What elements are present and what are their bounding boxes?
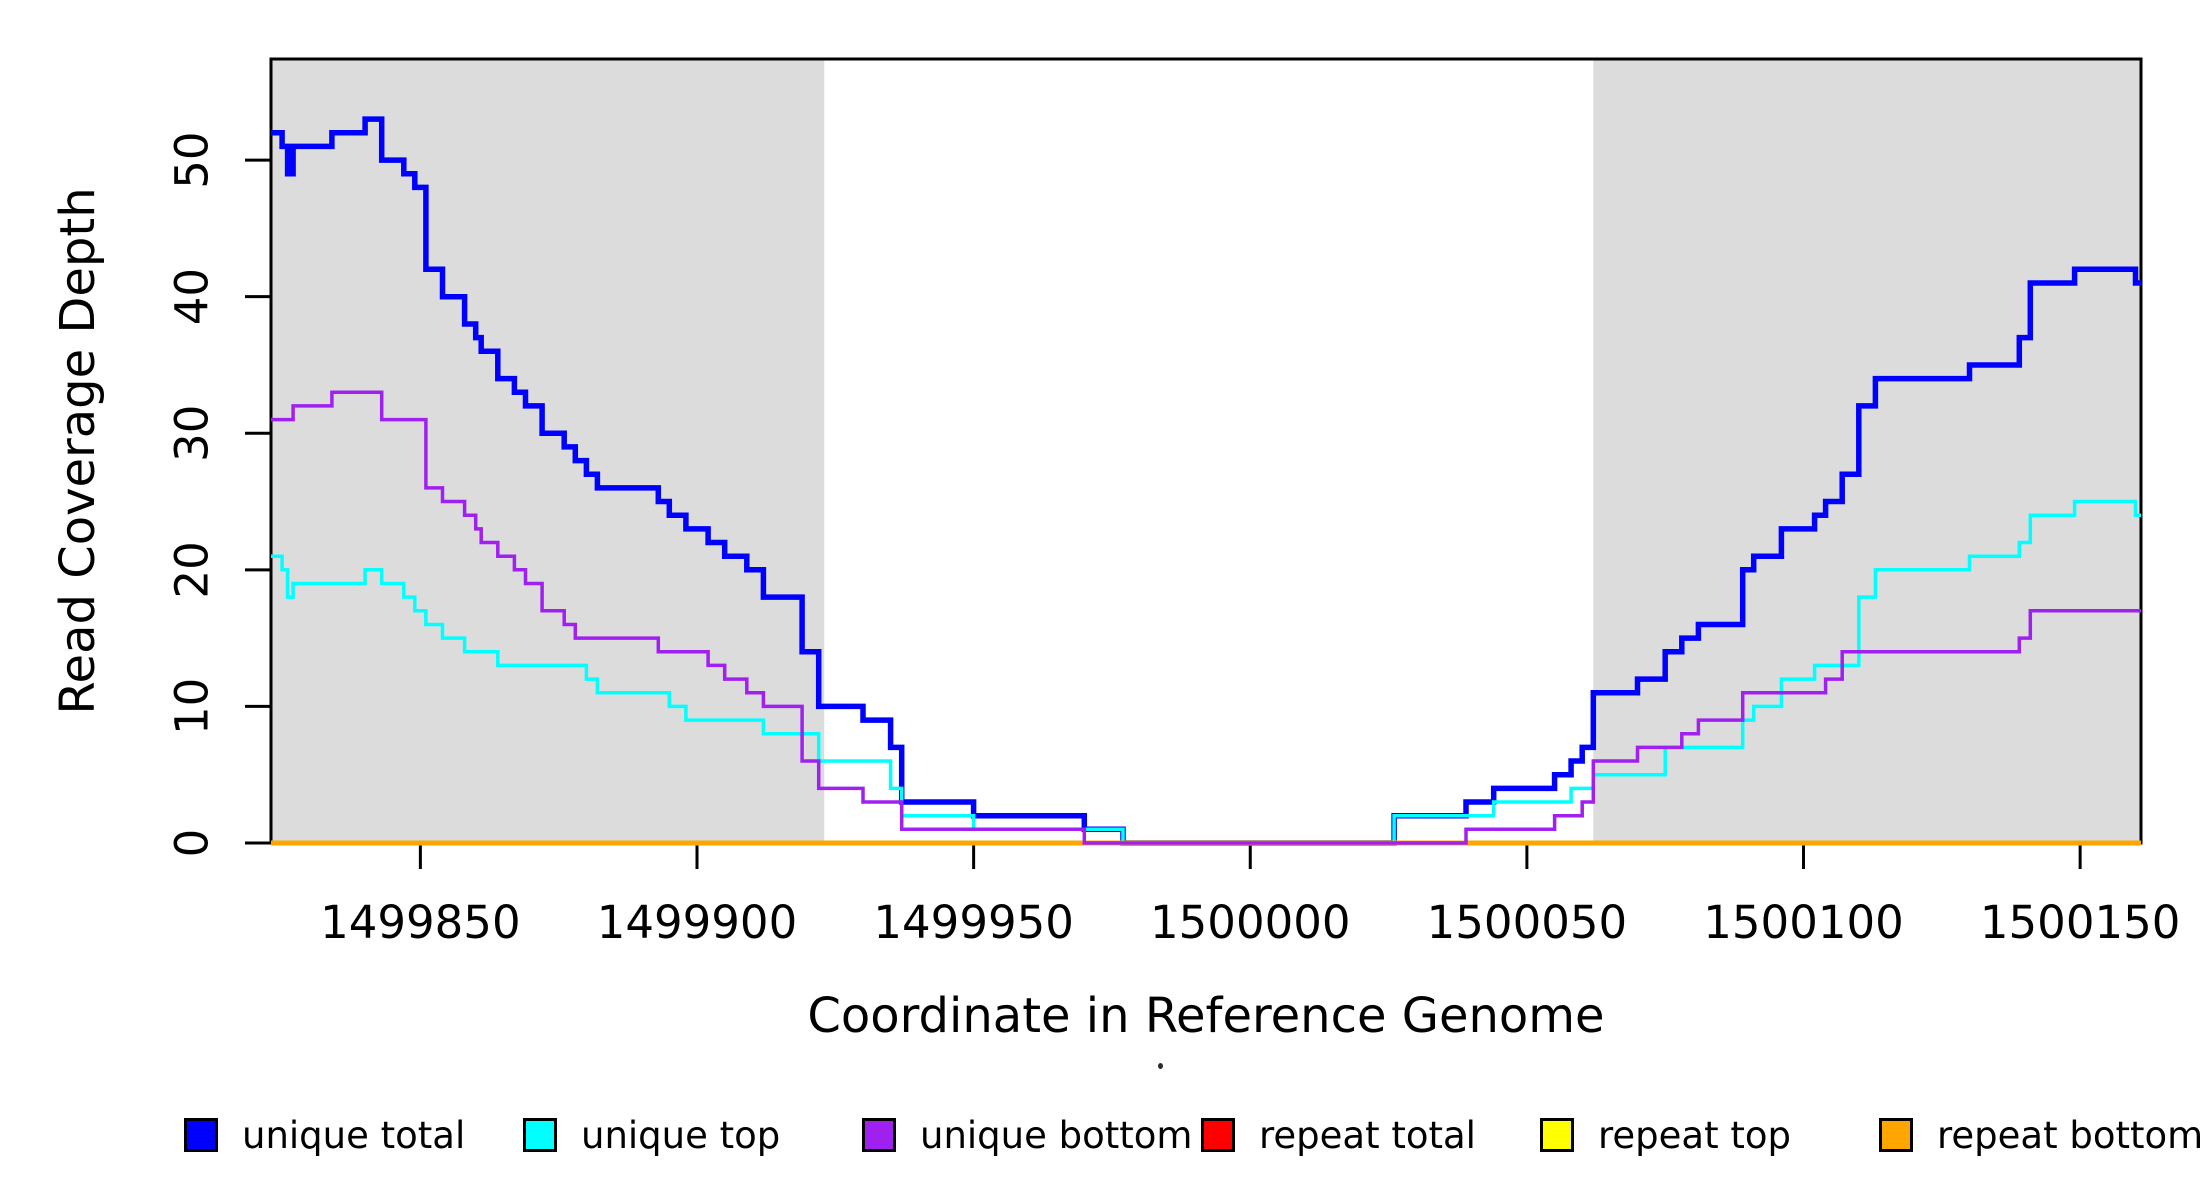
x-tick-label-1499900: 1499900 [597,896,797,949]
series-line-unique-total [271,116,2141,846]
legend-swatch-repeat-top [1540,1118,1574,1152]
legend-item-unique-top: unique top [523,1105,780,1165]
legend-label-unique-total: unique total [242,1113,466,1157]
legend-item-repeat-bottom: repeat bottom [1879,1105,2200,1165]
legend-swatch-unique-top [523,1118,557,1152]
legend-label-unique-bottom: unique bottom [920,1113,1193,1157]
y-axis-title: Read Coverage Depth [50,187,106,715]
legend-item-unique-bottom: unique bottom [862,1105,1192,1165]
stray-dot [1158,1063,1163,1069]
x-axis-title: Coordinate in Reference Genome [807,988,1605,1044]
x-tick-label-1500000: 1500000 [1150,896,1350,949]
shaded-region-1 [1593,59,2141,843]
x-tick-label-1500100: 1500100 [1703,896,1903,949]
legend-swatch-repeat-bottom [1879,1118,1913,1152]
y-tick-label-0: 0 [166,829,219,858]
x-tick-label-1500150: 1500150 [1980,896,2180,949]
legend-item-repeat-total: repeat total [1201,1105,1476,1165]
legend-item-repeat-top: repeat top [1540,1105,1791,1165]
legend-label-repeat-total: repeat total [1259,1113,1476,1157]
legend-item-unique-total: unique total [184,1105,465,1165]
series-line-unique-bottom [271,390,2141,845]
legend-swatch-unique-bottom [862,1118,896,1152]
legend-label-repeat-top: repeat top [1598,1113,1791,1157]
x-tick-label-1500050: 1500050 [1427,896,1627,949]
legend: unique total unique top unique bottom re… [0,1105,2200,1165]
x-tick-label-1499850: 1499850 [320,896,520,949]
legend-label-repeat-bottom: repeat bottom [1937,1113,2200,1157]
legend-label-unique-top: unique top [581,1113,781,1157]
legend-swatch-unique-total [184,1118,218,1152]
y-tick-label-50: 50 [166,131,219,188]
y-tick-label-20: 20 [166,541,219,598]
x-tick-label-1499950: 1499950 [873,896,1073,949]
y-tick-label-30: 30 [166,405,219,462]
y-tick-label-10: 10 [166,678,219,735]
legend-swatch-repeat-total [1201,1118,1235,1152]
y-tick-label-40: 40 [166,268,219,325]
shaded-region-0 [271,59,825,843]
